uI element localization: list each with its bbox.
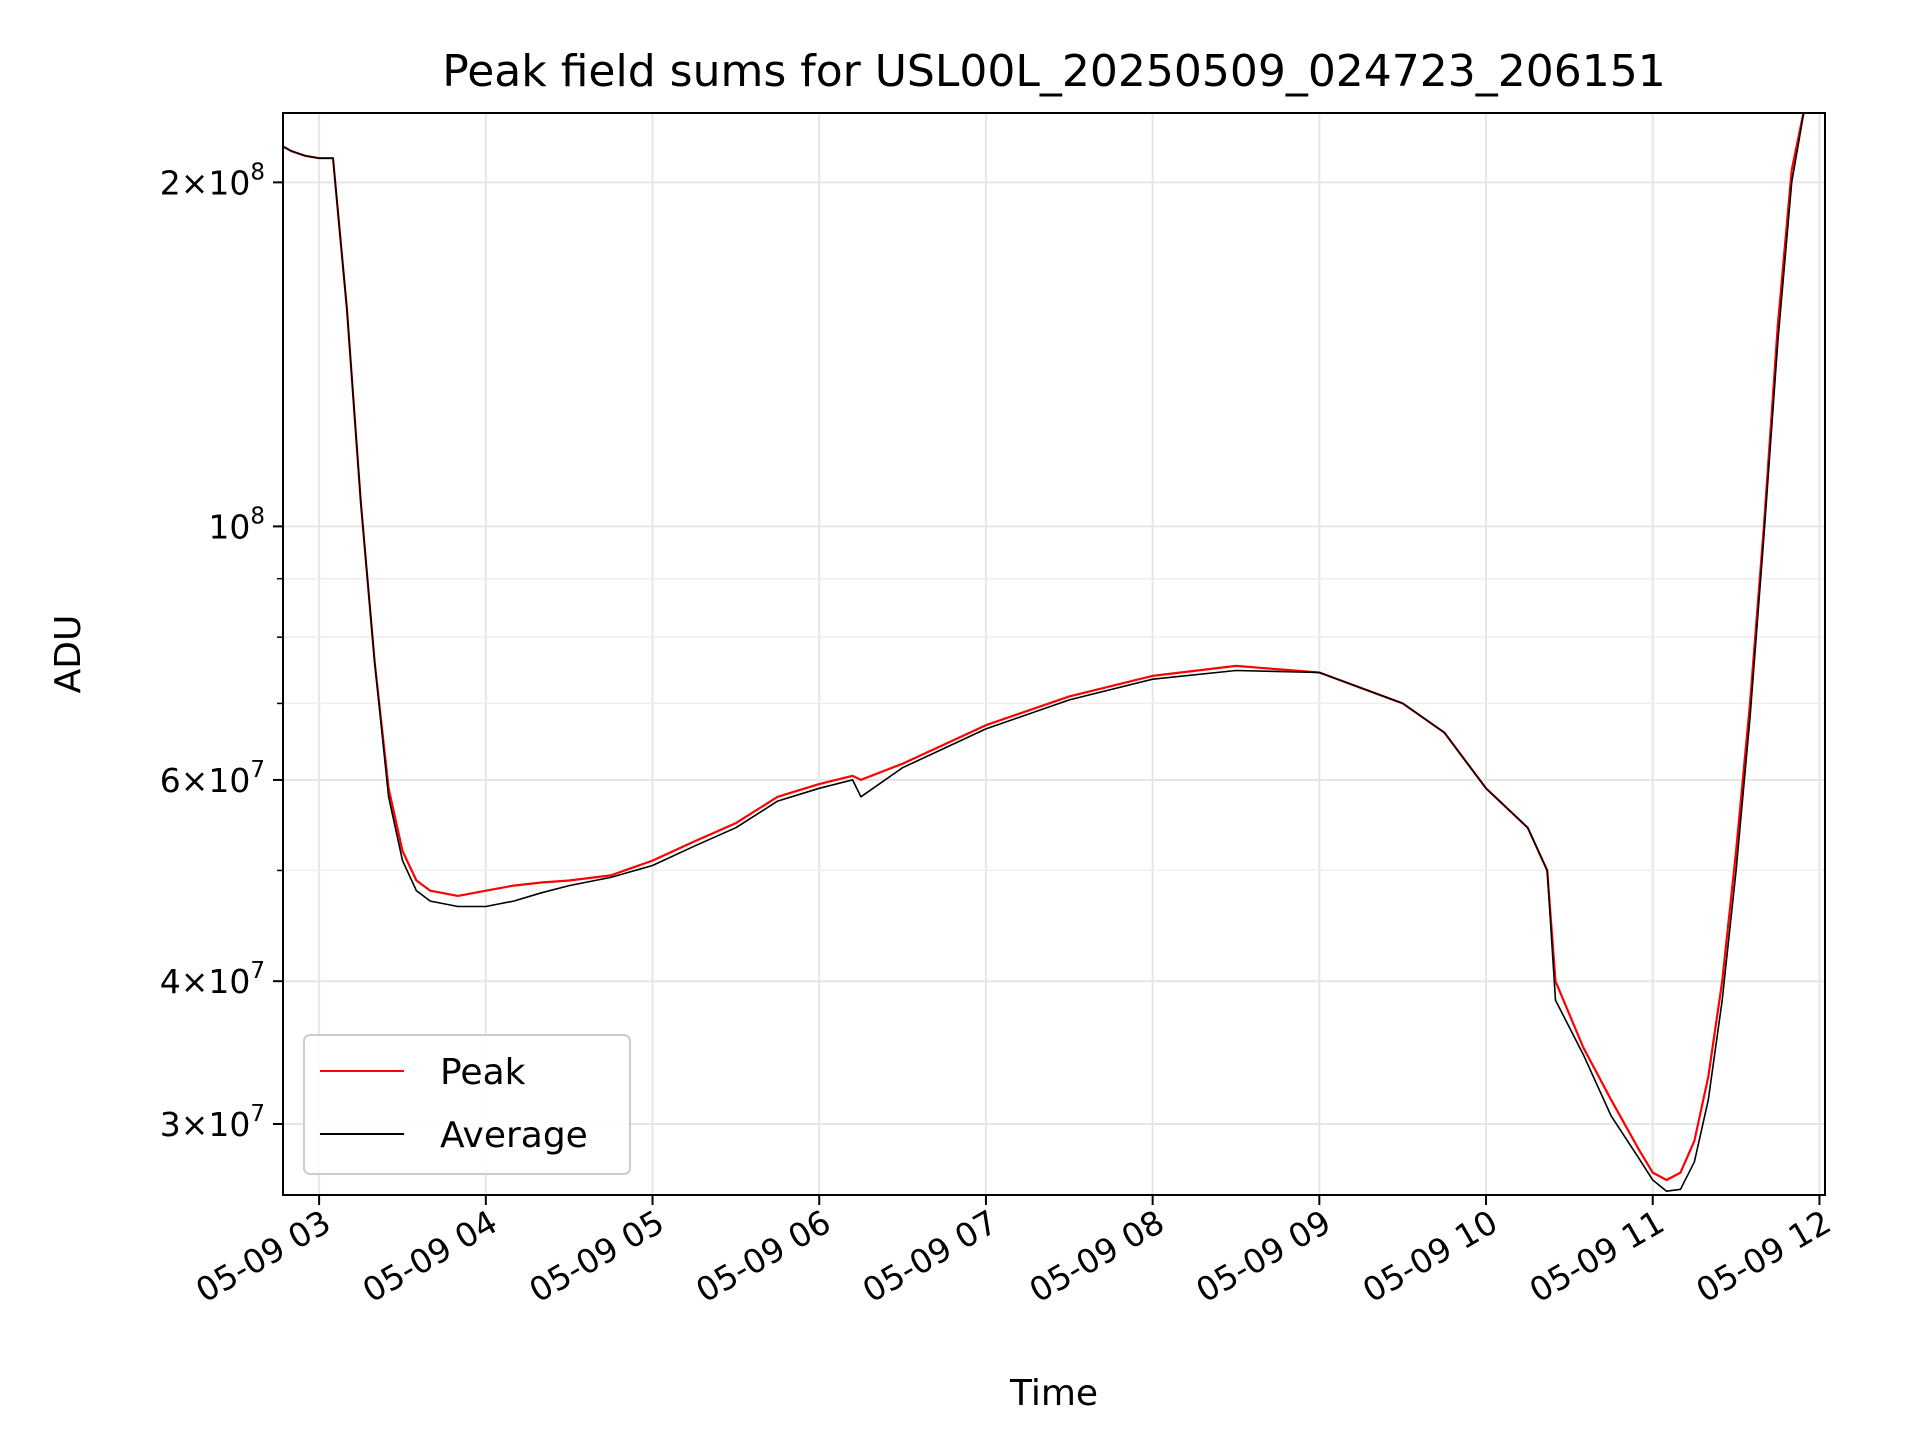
legend-label-peak: Peak (440, 1052, 526, 1093)
y-tick-label: 108 (208, 503, 265, 546)
y-axis-label: ADU (48, 615, 89, 694)
y-tick-label: 3×107 (160, 1101, 265, 1144)
y-tick-label: 6×107 (160, 757, 265, 800)
legend-box (303, 1034, 631, 1175)
chart-title: Peak field sums for USL00L_20250509_0247… (442, 46, 1666, 97)
legend: Peak Average (303, 1034, 631, 1175)
legend-label-average: Average (440, 1115, 588, 1156)
y-tick-label: 2×108 (160, 159, 265, 202)
plot-frame (282, 112, 1826, 1196)
y-tick-label: 4×107 (160, 958, 265, 1001)
series-layer (283, 113, 1805, 1192)
grid-layer (283, 113, 1825, 1195)
series-line-peak (283, 113, 1805, 1182)
series-line-average (283, 113, 1805, 1192)
x-axis-label: Time (1009, 1373, 1098, 1414)
